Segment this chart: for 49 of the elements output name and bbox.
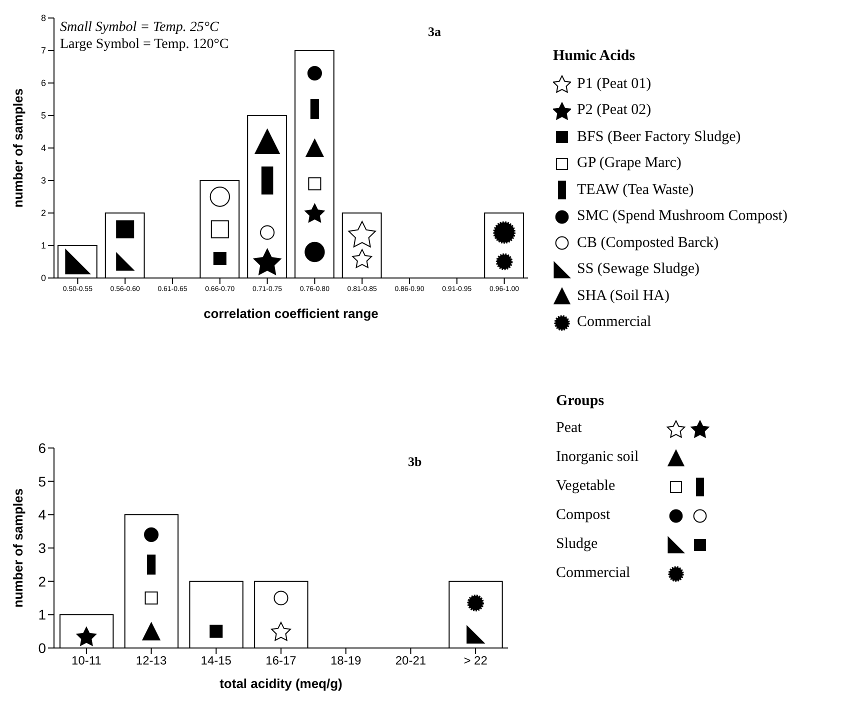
legend-title: Humic Acids [553, 48, 636, 65]
y-tick-label: 2 [40, 208, 46, 218]
legend-label: BFS (Beer Factory Sludge) [577, 128, 741, 146]
y-tick-label: 8 [40, 13, 46, 24]
y-tick-label: 6 [38, 440, 46, 456]
x-axis-title: correlation coefficient range [204, 306, 378, 321]
x-tick-label: 12-13 [136, 654, 167, 668]
legend-label: CB (Composted Barck) [577, 234, 719, 252]
y-tick-label: 0 [40, 273, 46, 284]
x-tick-label: 20-21 [395, 654, 426, 668]
text: Commercial [556, 565, 632, 582]
x-tick-label: > 22 [464, 654, 488, 668]
x-tick-label: 16-17 [266, 654, 297, 668]
y-axis-title: number of samples [10, 488, 26, 608]
y-axis-title: number of samples [10, 88, 26, 208]
legend-label: TEAW (Tea Waste) [577, 182, 694, 199]
legend-label: SMC (Spend Mushroom Compost) [577, 208, 788, 226]
text: Inorganic soil [556, 449, 640, 466]
x-axis-title: total acidity (meq/g) [220, 676, 342, 691]
legend-label: P2 (Peat 02) [577, 102, 652, 120]
annotation: Large Symbol = Temp. 120°C [60, 37, 229, 53]
legend-label: P1 (Peat 01) [577, 76, 652, 93]
annotation: 3b [408, 454, 422, 470]
y-tick-label: 0 [38, 640, 46, 656]
text: Sludge [556, 536, 599, 553]
y-tick-label: 5 [40, 110, 46, 121]
annotation: Small Symbol = Temp. 25°C [60, 20, 219, 36]
legend-label: GP (Grape Marc) [577, 155, 682, 172]
y-tick-label: 4 [38, 506, 46, 523]
text: Peat [556, 420, 583, 437]
text: Vegetable [556, 478, 616, 495]
legend-label: Commercial [577, 314, 652, 332]
text: Compost [556, 507, 612, 524]
legend-label: SHA (Soil HA) [577, 288, 670, 305]
y-tick-label: 1 [40, 240, 46, 251]
y-tick-label: 5 [38, 473, 46, 490]
y-tick-label: 7 [40, 46, 46, 56]
legend-label: SS (Sewage Sludge) [577, 261, 700, 278]
annotation: 3a [428, 24, 441, 40]
y-tick-label: 3 [38, 540, 46, 556]
text: Groups [556, 393, 606, 410]
x-tick-label: 18-19 [330, 654, 362, 668]
y-tick-label: 6 [40, 78, 46, 88]
y-tick-label: 2 [38, 573, 46, 590]
x-tick-label: 14-15 [200, 654, 232, 668]
x-tick-label: 10-11 [72, 654, 102, 668]
y-tick-label: 1 [38, 606, 46, 623]
y-tick-label: 3 [40, 176, 46, 186]
y-tick-label: 4 [40, 143, 46, 154]
